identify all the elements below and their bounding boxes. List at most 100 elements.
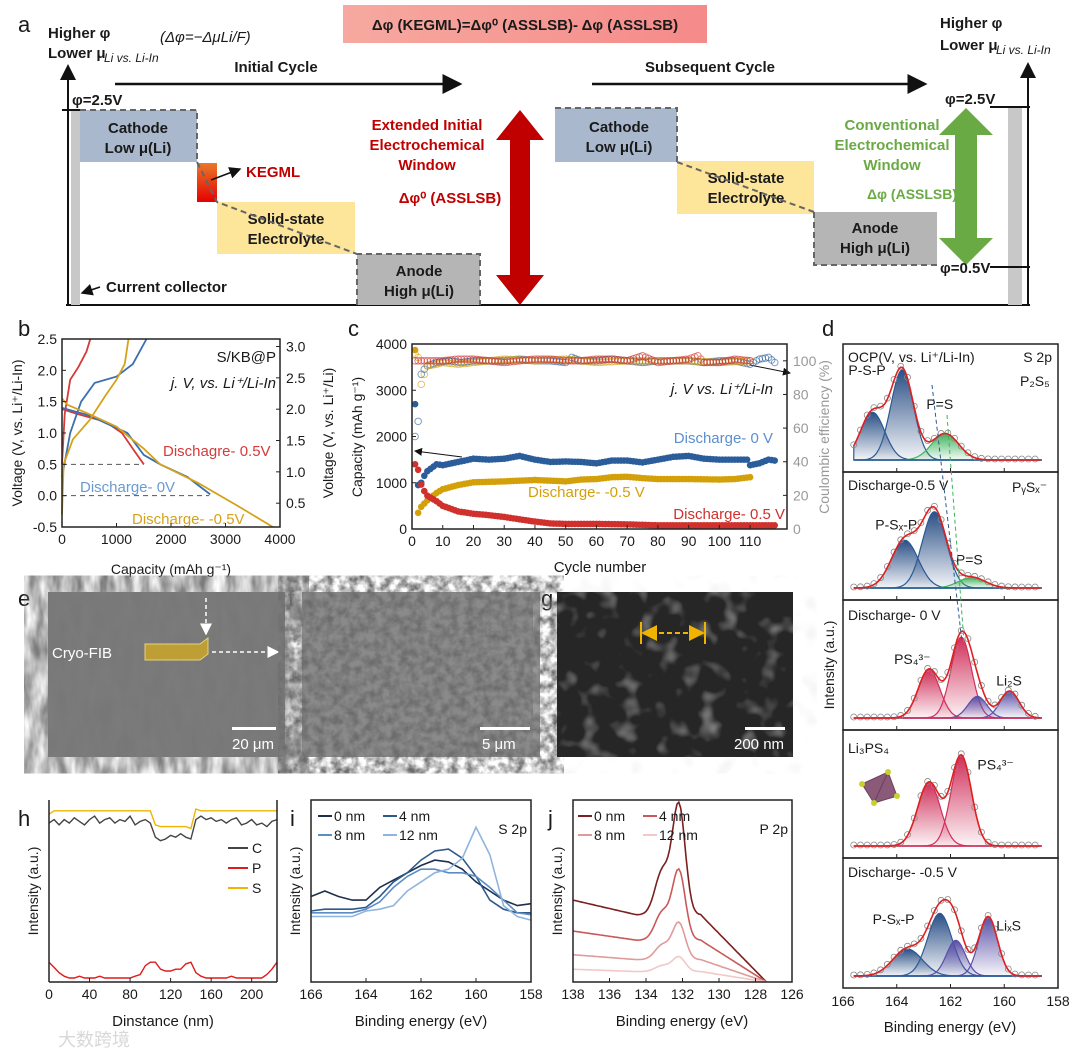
- subpanel-2-title: Discharge-0.5 V: [848, 477, 949, 493]
- x-tick-label: 166: [299, 986, 323, 1002]
- raw-data-point: [978, 828, 985, 836]
- line-series: [572, 921, 767, 983]
- y-axis-right-title: Coulombic efficiency (%): [816, 360, 832, 514]
- peak-shift-guide-green: [946, 414, 965, 643]
- legend-label: P: [252, 860, 261, 876]
- x-axis-title: Dinstance (nm): [112, 1013, 214, 1030]
- chart-title: P 2p: [759, 821, 788, 837]
- axis-label-mu-subscript-right: Li vs. Li-In: [996, 43, 1051, 57]
- y-axis-right-title: Voltage (V, vs. Li⁺/Li): [320, 368, 336, 499]
- raw-data-point: [904, 707, 911, 714]
- y-tick-label: 40: [793, 454, 809, 470]
- y-tick-label: 0: [399, 521, 407, 537]
- peak-label: PS₄³⁻: [977, 757, 1013, 773]
- y-axis-title: Voltage (V, vs. Li⁺/Li-In): [9, 360, 25, 507]
- curve-charge: [61, 338, 92, 465]
- axis-label-lower-mu: Lower μ: [48, 45, 106, 62]
- raw-data-point: [1018, 455, 1026, 463]
- legend-label: 12 nm: [659, 827, 698, 843]
- y-tick-label: 1000: [376, 475, 407, 491]
- cryo-fib-label: Cryo-FIB: [52, 645, 112, 662]
- ce-point: [770, 358, 779, 367]
- legend-label: 12 nm: [399, 827, 438, 843]
- peak-label: P-S-P: [848, 362, 885, 378]
- y-tick-label: -0.5: [33, 519, 57, 535]
- raw-data-point: [857, 713, 864, 721]
- x-tick-label: 120: [159, 986, 183, 1002]
- scale-bar-label: 20 μm: [232, 736, 274, 753]
- raw-data-point: [1025, 455, 1032, 463]
- legend-label: 8 nm: [594, 827, 625, 843]
- sem-image-g: 200 nm: [557, 592, 793, 757]
- raw-data-point: [944, 787, 952, 795]
- legend-label: 4 nm: [399, 808, 430, 824]
- panel-label-i: i: [290, 806, 295, 831]
- raw-data-point: [924, 506, 932, 514]
- raw-data-point: [991, 455, 999, 463]
- initial-cycle-label: Initial Cycle: [234, 59, 317, 76]
- x-tick-label: 110: [739, 533, 762, 549]
- raw-data-point: [850, 971, 858, 979]
- capacity-point: [414, 509, 422, 517]
- peak-label: P=S: [956, 552, 983, 568]
- anode-2-label: Anode: [852, 220, 899, 237]
- raw-data-point: [883, 563, 891, 570]
- x-axis-title: Binding energy (eV): [355, 1013, 488, 1030]
- y-tick-label: 4000: [376, 336, 407, 352]
- x-tick-label: 50: [558, 533, 574, 549]
- y-tick-label: 0: [793, 521, 801, 537]
- extended-window-label-1: Extended Initial: [372, 117, 483, 134]
- x-tick-label: 40: [527, 533, 543, 549]
- y-tick-label: 1.5: [286, 433, 306, 449]
- x-tick-label: 80: [650, 533, 666, 549]
- raw-data-point: [890, 548, 898, 556]
- x-tick-label: 136: [598, 986, 622, 1002]
- raw-data-point: [1011, 841, 1019, 849]
- extended-window-label-2: Electrochemical: [369, 137, 484, 154]
- conventional-window-label-1: Conventional: [844, 117, 939, 134]
- y-tick-label: 20: [793, 487, 809, 503]
- y-tick-label: 1.0: [38, 425, 58, 441]
- series-label-discharge-0v: Discharge- 0 V: [674, 430, 773, 447]
- legend-label: 8 nm: [334, 827, 365, 843]
- electrolyte-label-2: Electrolyte: [248, 231, 325, 248]
- raw-data-point: [1004, 686, 1012, 694]
- subpanel-2-phase: PᵧSₓ⁻: [1012, 479, 1047, 495]
- electrolyte-2-label: Solid-state: [708, 170, 785, 187]
- raw-data-point: [964, 449, 972, 457]
- raw-data-point: [1018, 841, 1026, 849]
- panel-label-g: g: [541, 586, 553, 611]
- line-series: [311, 825, 532, 921]
- raw-data-point: [883, 394, 891, 402]
- raw-data-point: [930, 668, 938, 675]
- scale-bar-label: 200 nm: [734, 736, 784, 753]
- ce-point: [743, 356, 751, 365]
- panel-j-xps-p2p-depth: P 2p Binding energy (eV) Intensity (a.u.…: [549, 799, 804, 1030]
- x-tick-label: 162: [939, 993, 963, 1009]
- subpanel-5-title: Discharge- -0.5 V: [848, 864, 958, 880]
- raw-data-point: [930, 434, 938, 442]
- y-axis-title: Capacity (mAh g⁻¹): [349, 377, 365, 497]
- y-tick-label: 80: [793, 386, 809, 402]
- raw-data-point: [964, 945, 972, 953]
- sample-label: S/KB@P: [217, 349, 276, 366]
- anode-2-mu-label: High μ(Li): [840, 240, 910, 257]
- raw-data-point: [877, 713, 885, 721]
- x-tick-label: 160: [199, 986, 223, 1002]
- raw-data-point: [998, 694, 1005, 701]
- raw-data-point: [1025, 583, 1032, 591]
- raw-data-point: [1031, 971, 1039, 979]
- raw-data-point: [857, 583, 864, 591]
- y-tick-label: 2.0: [38, 362, 58, 378]
- subpanel-3-title: Discharge- 0 V: [848, 607, 941, 623]
- x-tick-label: 158: [1046, 993, 1070, 1009]
- peak-label: Li₂S: [996, 673, 1022, 689]
- y-tick-label: 2.5: [286, 370, 306, 386]
- panel-i-xps-s2p-depth: S 2p Binding energy (eV) Intensity (a.u.…: [287, 799, 543, 1030]
- y-tick-label: 0.5: [286, 495, 306, 511]
- capacity-point: [771, 457, 779, 464]
- panel-label-c: c: [348, 316, 359, 341]
- x-tick-label: 1000: [101, 531, 132, 547]
- ce-point: [414, 417, 422, 426]
- raw-data-point: [957, 627, 965, 634]
